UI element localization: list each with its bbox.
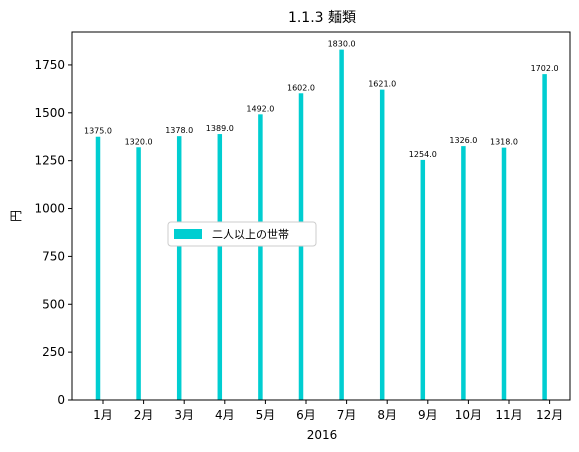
y-tick-label: 1000 [34, 202, 65, 216]
y-tick-label: 250 [42, 345, 65, 359]
bar [258, 114, 263, 400]
bar [461, 146, 466, 400]
legend-label: 二人以上の世帯 [212, 228, 289, 241]
x-axis-label: 2016 [307, 428, 338, 442]
data-label: 1320.0 [125, 137, 153, 146]
y-tick-label: 1750 [34, 58, 65, 72]
bar [339, 49, 344, 400]
plot-frame [71, 31, 571, 401]
bar [420, 159, 426, 400]
y-tick-label: 1500 [34, 106, 65, 120]
data-label: 1326.0 [449, 136, 477, 145]
data-label: 1492.0 [246, 104, 274, 113]
legend-box [167, 221, 317, 247]
x-tick-label: 2月 [134, 408, 154, 422]
x-tick-label: 10月 [455, 408, 482, 422]
y-tick-label: 0 [57, 393, 65, 407]
y-axis-label: 円 [9, 210, 23, 222]
data-label: 1389.0 [206, 124, 234, 133]
x-tick-label: 7月 [337, 408, 357, 422]
x-tick-label: 5月 [256, 408, 276, 422]
bar [217, 134, 223, 400]
data-label: 1602.0 [287, 83, 315, 92]
x-tick-label: 3月 [174, 408, 194, 422]
bar [298, 93, 304, 401]
data-label: 1254.0 [409, 150, 437, 159]
legend-swatch [174, 229, 202, 239]
x-tick-label: 9月 [418, 408, 438, 422]
data-label: 1702.0 [531, 64, 559, 73]
bar [136, 147, 141, 400]
bar [542, 74, 547, 400]
chart-title: 1.1.3 麺類 [288, 10, 356, 26]
plot-area: 0 250 500 750 1000 1250 1500 1750 1月 1375.0 2月 1320… [34, 40, 563, 422]
bar [176, 136, 182, 400]
x-tick-label: 8月 [377, 408, 397, 422]
x-tick-label: 6月 [296, 408, 316, 422]
bar [379, 89, 385, 401]
x-tick-label: 12月 [536, 408, 563, 422]
bar [501, 147, 507, 400]
x-tick-label: 4月 [215, 408, 235, 422]
y-tick-label: 500 [42, 297, 65, 311]
bar [95, 136, 101, 400]
data-label: 1318.0 [490, 138, 518, 147]
legend: 二人以上の世帯 [167, 221, 317, 247]
data-label: 1830.0 [328, 40, 356, 49]
x-tick-label: 11月 [495, 408, 522, 422]
data-label: 1375.0 [84, 127, 112, 136]
y-tick-label: 750 [42, 249, 65, 263]
x-tick-label: 1月 [93, 408, 113, 422]
data-label: 1621.0 [368, 80, 396, 89]
y-tick-label: 1250 [34, 154, 65, 168]
data-label: 1378.0 [165, 126, 193, 135]
